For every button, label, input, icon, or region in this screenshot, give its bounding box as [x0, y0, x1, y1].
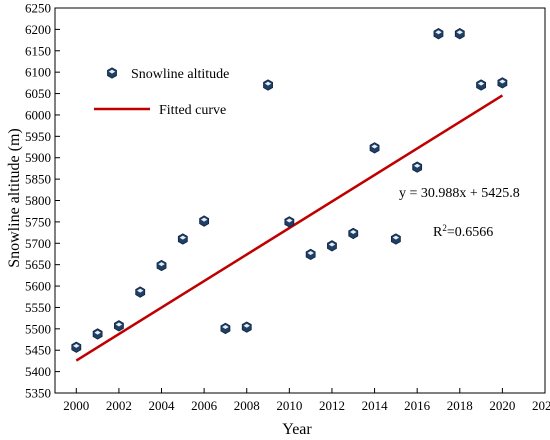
y-tick-label: 6250	[25, 1, 51, 16]
scatter-point	[114, 320, 124, 332]
hexagon-marker-highlight	[286, 218, 293, 223]
y-tick-label: 5900	[25, 150, 51, 165]
scatter-points	[71, 28, 508, 353]
y-tick-label: 5800	[25, 193, 51, 208]
hexagon-marker-highlight	[499, 79, 506, 84]
hexagon-marker-highlight	[307, 251, 314, 255]
r-squared-prefix: R	[433, 225, 443, 240]
y-tick-label: 6150	[25, 43, 51, 58]
x-tick-label: 2002	[106, 398, 132, 413]
y-tick-label: 6100	[25, 65, 51, 80]
x-axis-title: Year	[282, 421, 312, 438]
hexagon-marker-highlight	[222, 325, 229, 330]
scatter-point	[199, 215, 210, 227]
y-tick-label: 6050	[25, 86, 51, 101]
hexagon-marker-highlight	[200, 217, 208, 222]
scatter-point	[433, 28, 444, 40]
y-tick-label: 5650	[25, 257, 51, 272]
scatter-point	[92, 328, 103, 340]
x-tick-label: 2000	[63, 398, 89, 413]
scatter-point	[454, 28, 465, 40]
hexagon-marker-highlight	[328, 242, 336, 247]
r-squared-value: =0.6566	[447, 225, 493, 240]
x-tick-label: 2014	[362, 398, 389, 413]
legend: Snowline altitude Fitted curve	[94, 67, 229, 118]
x-tick-label: 2016	[404, 398, 431, 413]
hexagon-marker-highlight	[243, 323, 250, 328]
hexagon-marker-highlight	[158, 262, 165, 267]
scatter-point	[412, 161, 423, 173]
scatter-point	[241, 321, 252, 333]
hexagon-marker-highlight	[115, 322, 123, 327]
hexagon-marker-highlight	[264, 81, 272, 86]
scatter-point	[348, 227, 359, 240]
legend-marker-snowline	[107, 67, 117, 79]
x-tick-label: 2020	[489, 398, 515, 413]
scatter-point	[263, 79, 273, 91]
hexagon-marker-highlight	[108, 69, 116, 74]
y-tick-label: 5750	[25, 214, 51, 229]
scatter-point	[71, 341, 82, 353]
y-tick-label: 5500	[25, 321, 51, 336]
hexagon-marker-highlight	[137, 288, 144, 293]
legend-hexagon-marker	[107, 67, 117, 79]
scatter-point	[476, 79, 486, 91]
y-tick-label: 5700	[25, 236, 51, 251]
scatter-point	[177, 233, 188, 245]
x-tick-label: 2004	[149, 398, 176, 413]
scatter-point	[369, 142, 380, 154]
y-tick-label: 5450	[25, 343, 51, 358]
y-tick-label: 5950	[25, 129, 51, 144]
y-tick-label: 5350	[25, 386, 51, 401]
y-tick-label: 6200	[25, 22, 51, 37]
y-tick-label: 5600	[25, 279, 51, 294]
legend-label-fitted: Fitted curve	[159, 103, 226, 118]
hexagon-marker-highlight	[73, 343, 80, 348]
hexagon-marker-highlight	[392, 235, 400, 240]
y-tick-label: 5400	[25, 364, 51, 379]
y-axis-title: Snowline altitude (m)	[6, 128, 23, 268]
hexagon-marker-highlight	[477, 81, 485, 86]
r-squared: R2=0.6566	[433, 223, 493, 240]
y-tick-label: 5550	[25, 300, 51, 315]
legend-label-snowline: Snowline altitude	[131, 67, 229, 82]
scatter-point	[327, 240, 337, 252]
fitted-curve-layer	[75, 94, 504, 362]
hexagon-marker-highlight	[94, 330, 101, 335]
scatter-point	[135, 286, 146, 298]
hexagon-marker-highlight	[413, 163, 421, 168]
regression-equation: y = 30.988x + 5425.8	[399, 186, 520, 201]
r-squared-sup: 2	[442, 223, 447, 233]
fitted-curve-line	[75, 94, 504, 362]
scatter-point	[305, 248, 316, 261]
scatter-point	[220, 322, 231, 335]
hexagon-marker-highlight	[371, 144, 378, 149]
y-tick-label: 5850	[25, 172, 51, 187]
x-tick-label: 2006	[191, 398, 218, 413]
scatter-point	[156, 259, 167, 272]
hexagon-marker-highlight	[435, 30, 442, 35]
y-tick-label: 6000	[25, 107, 51, 122]
axes: 2000 2002 2004 2006 2008 2010 2012 2014 2016 2018…	[25, 1, 550, 414]
scatter-point	[390, 233, 401, 245]
x-tick-label: 2012	[319, 398, 345, 413]
scatter-point	[284, 216, 295, 228]
x-tick-label: 2018	[447, 398, 473, 413]
x-tick-label: 2010	[276, 398, 302, 413]
hexagon-marker-highlight	[179, 235, 187, 240]
scatter-point	[497, 77, 508, 89]
x-tick-label: 2022	[532, 398, 550, 413]
x-tick-label: 2008	[234, 398, 260, 413]
hexagon-marker-highlight	[350, 230, 357, 235]
hexagon-marker-highlight	[456, 30, 463, 35]
